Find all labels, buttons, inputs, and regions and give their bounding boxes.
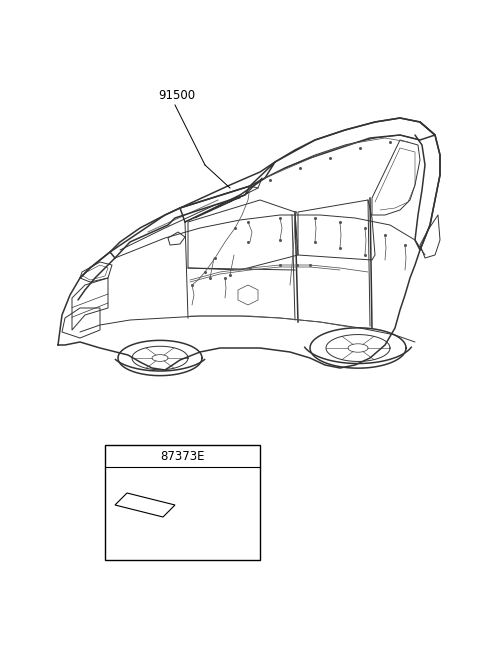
Text: 87373E: 87373E — [160, 449, 205, 462]
Bar — [105, 445, 260, 560]
Text: 91500: 91500 — [158, 89, 195, 102]
